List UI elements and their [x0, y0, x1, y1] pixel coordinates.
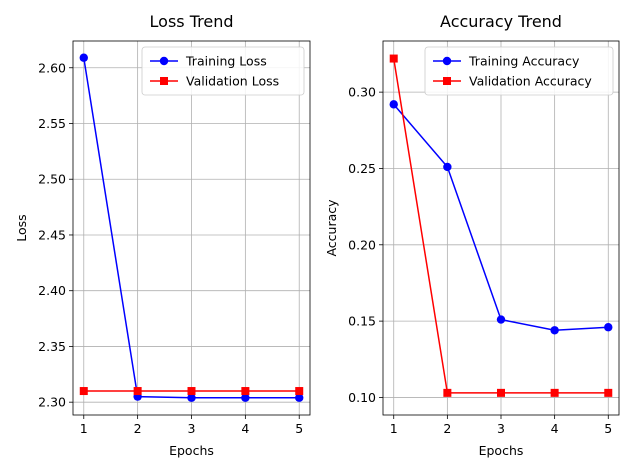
legend-marker — [160, 77, 168, 85]
data-point — [443, 162, 452, 172]
x-axis-label: Epochs — [169, 443, 214, 458]
data-point — [79, 53, 88, 62]
series-validation-accuracy — [389, 54, 613, 397]
data-point — [295, 387, 304, 396]
legend-marker — [442, 56, 452, 66]
data-point — [497, 388, 505, 397]
x-tick-label: 5 — [604, 421, 612, 436]
y-tick-label: 2.30 — [38, 395, 66, 410]
y-tick-label: 0.25 — [348, 161, 376, 176]
data-point — [604, 323, 613, 332]
data-point — [550, 388, 559, 397]
legend-marker — [159, 56, 169, 66]
data-point — [133, 387, 142, 396]
data-point — [496, 315, 506, 324]
axes-frame — [72, 40, 311, 416]
chart-accuracy-trend: 1 2 3 4 5 0.10 0.15 0.20 0.25 0.30 Accuracy Trend E… — [324, 12, 620, 458]
data-point — [295, 393, 304, 402]
y-tick-label: 0.20 — [348, 237, 376, 252]
legend-box — [424, 46, 614, 96]
x-tick-label: 1 — [390, 421, 398, 436]
series-training-accuracy — [389, 100, 613, 335]
data-point — [389, 100, 398, 109]
y-tick-label: 2.60 — [38, 60, 66, 75]
y-tick-label: 2.50 — [38, 172, 66, 187]
x-tick-label: 3 — [188, 421, 196, 436]
x-tick-label: 2 — [443, 421, 451, 436]
x-tick-label: 4 — [241, 421, 249, 436]
data-point — [241, 387, 250, 396]
data-point — [187, 387, 196, 396]
series-validation-loss — [79, 387, 304, 396]
axes-frame — [382, 40, 620, 416]
legend-label: Training Accuracy — [468, 54, 580, 69]
chart-title: Loss Trend — [150, 12, 234, 31]
legend-label: Training Loss — [185, 54, 267, 69]
y-tick-label: 0.30 — [348, 85, 376, 100]
chart-title: Accuracy Trend — [440, 12, 562, 31]
data-point — [79, 387, 88, 396]
y-tick-label: 2.35 — [38, 339, 66, 354]
data-point — [241, 393, 250, 402]
x-tick-label: 5 — [295, 421, 303, 436]
chart-loss-trend: 1 2 3 4 5 2.30 2.35 2.40 2.45 2.50 2.55 2.60 Loss Tr… — [14, 12, 311, 458]
legend-marker — [443, 77, 451, 85]
legend-label: Validation Accuracy — [469, 74, 592, 89]
y-tick-label: 0.15 — [348, 314, 376, 329]
data-point — [389, 54, 398, 63]
legend: Training Accuracy Validation Accuracy — [424, 46, 614, 96]
y-axis-label: Accuracy — [324, 199, 339, 257]
x-axis-label: Epochs — [479, 443, 524, 458]
y-tick-label: 0.10 — [348, 390, 376, 405]
series-training-loss — [79, 53, 304, 402]
y-tick-label: 2.45 — [38, 227, 66, 242]
y-axis-label: Loss — [14, 214, 29, 241]
x-tick-label: 1 — [80, 421, 88, 436]
x-tick-label: 3 — [497, 421, 505, 436]
x-tick-label: 2 — [134, 421, 142, 436]
legend-label: Validation Loss — [186, 74, 279, 89]
data-point — [550, 326, 559, 335]
y-tick-label: 2.40 — [38, 283, 66, 298]
y-tick-label: 2.55 — [38, 116, 66, 131]
data-point — [187, 393, 196, 402]
legend: Training Loss Validation Loss — [141, 46, 305, 96]
legend-box — [141, 46, 305, 96]
x-tick-label: 4 — [551, 421, 559, 436]
data-point — [443, 388, 452, 397]
data-point — [604, 388, 613, 397]
grid — [383, 41, 619, 415]
